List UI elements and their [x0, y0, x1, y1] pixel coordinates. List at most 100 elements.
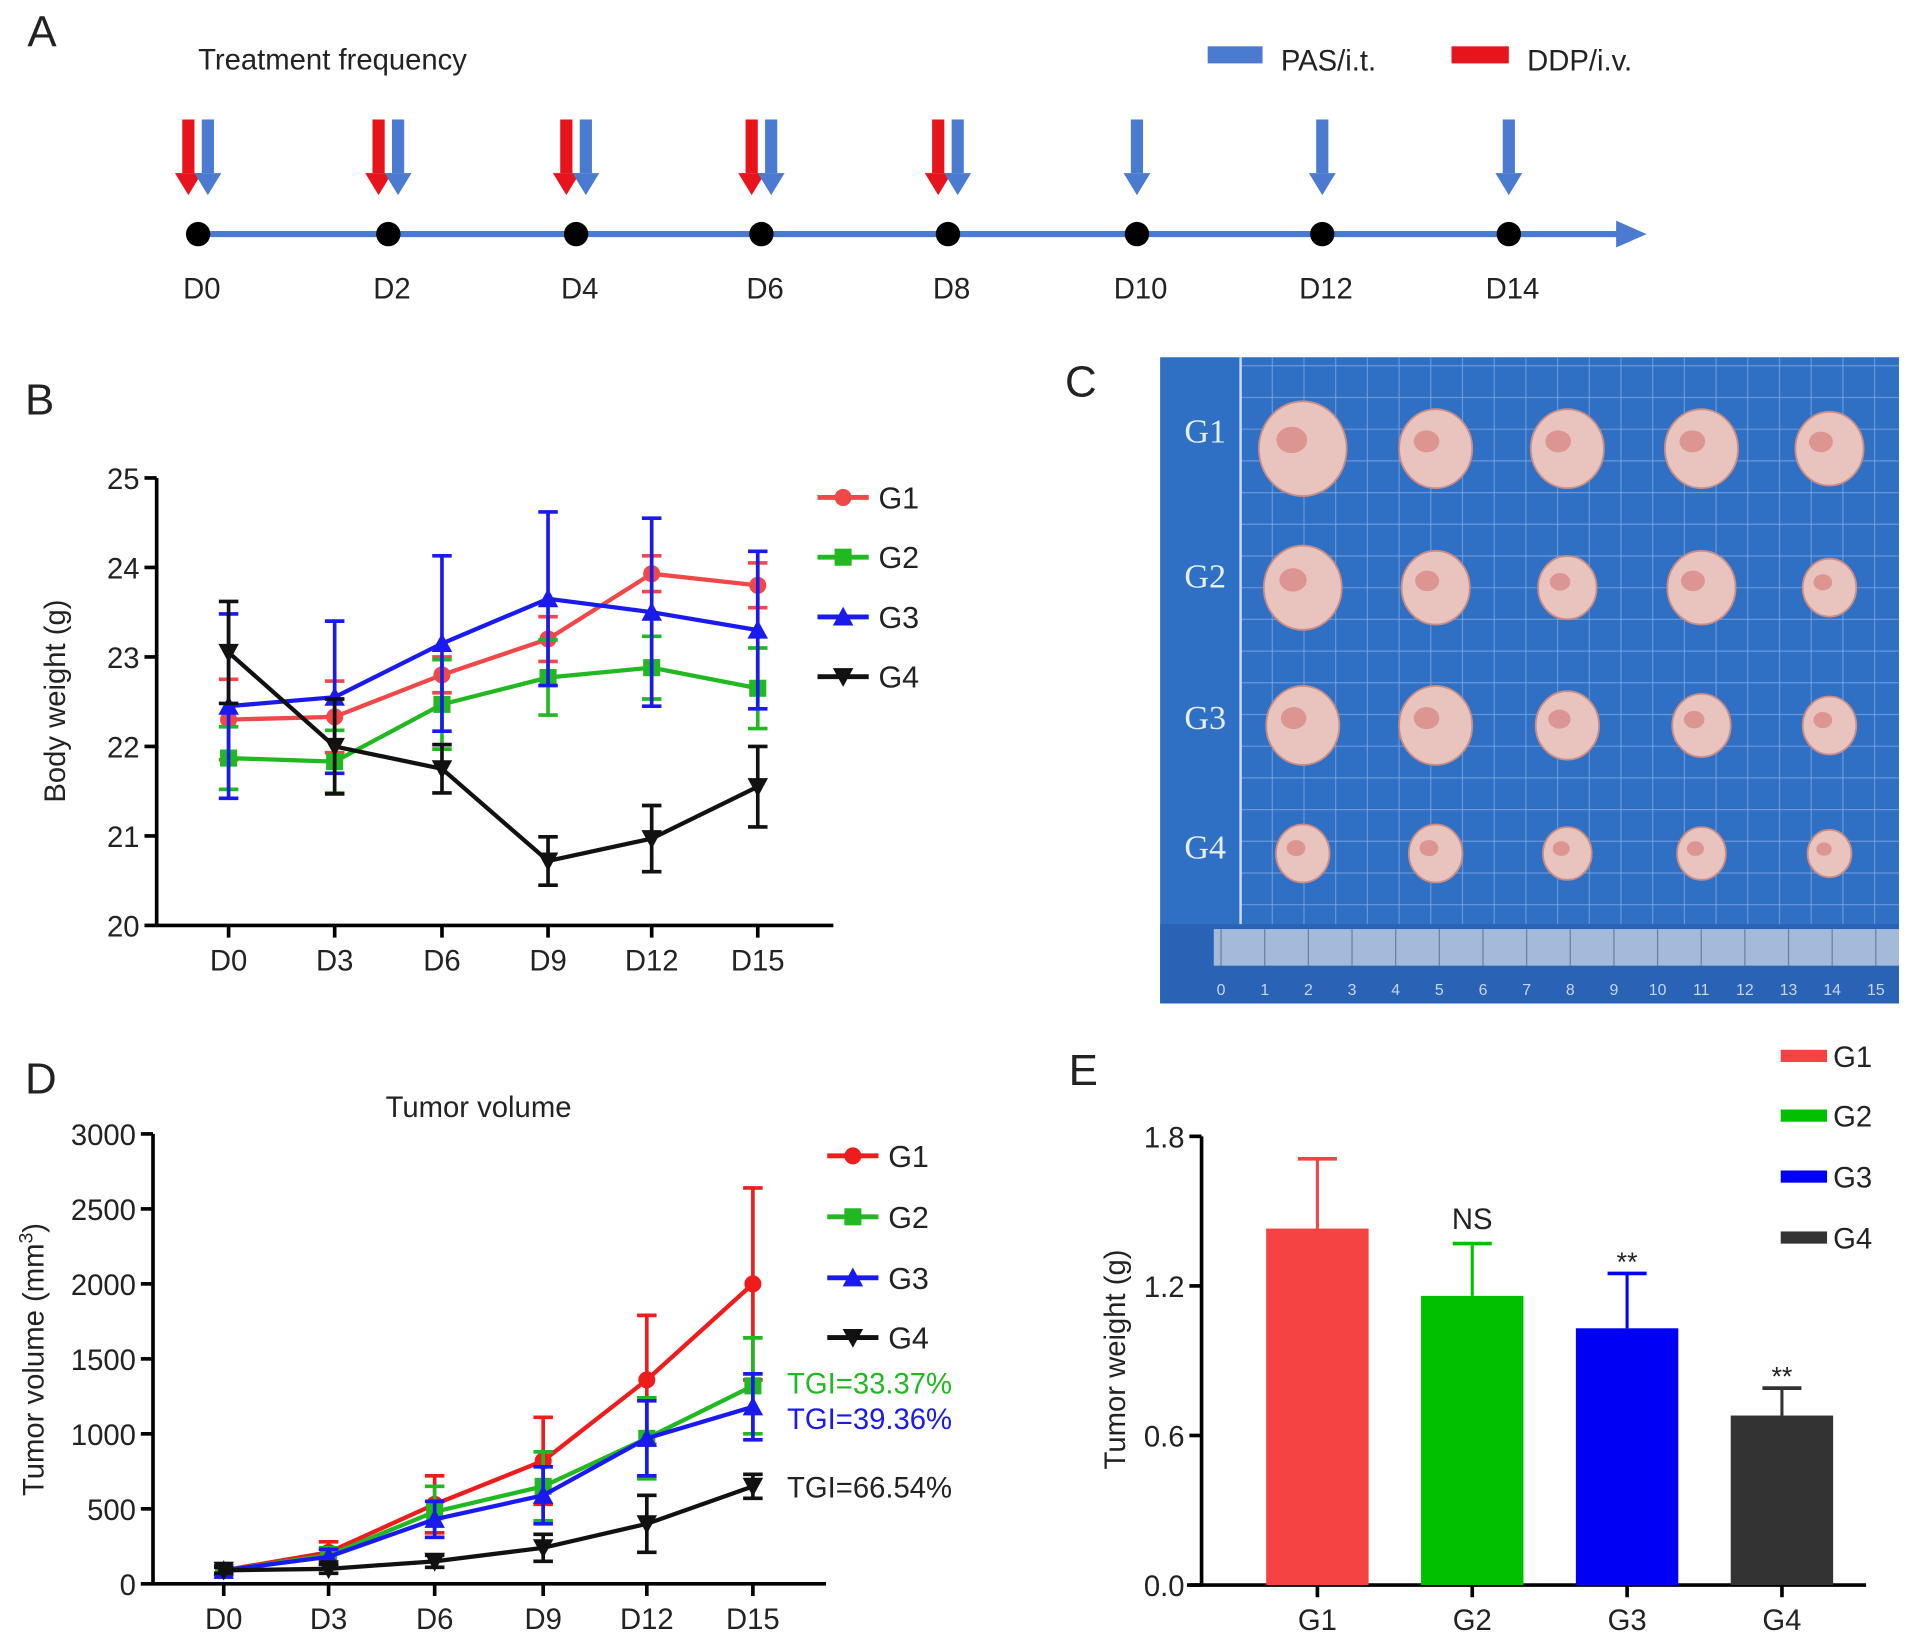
timeline-arrowhead [1616, 220, 1647, 248]
timeline-day-dot [1310, 221, 1335, 247]
significance-label: ** [1617, 1247, 1638, 1277]
triangle-down-marker [742, 1477, 764, 1497]
timeline-day-dot [935, 221, 961, 247]
circle-marker [844, 1147, 862, 1165]
tumor-vessel [1279, 568, 1307, 592]
ddp-arrow-icon-shaft [182, 119, 195, 174]
square-marker [844, 1208, 862, 1226]
x-tick-label: D9 [524, 1604, 561, 1636]
ddp-arrow-icon-shaft [372, 119, 385, 174]
ruler-label: 7 [1522, 982, 1531, 999]
panel-label-c: C [1065, 357, 1097, 406]
triangle-up-marker [742, 1396, 764, 1416]
legend-label: G1 [878, 481, 919, 515]
series-g3 [218, 510, 769, 801]
tumor-vessel [1680, 570, 1705, 592]
circle-marker [834, 488, 852, 506]
panel-label-a: A [27, 7, 57, 56]
x-tick-label: D0 [205, 1604, 242, 1636]
series-g3 [213, 1372, 764, 1579]
pas-arrow-icon-head [1123, 173, 1151, 196]
legend-label: G3 [888, 1262, 929, 1296]
pas-arrow-icon-shaft [765, 119, 778, 174]
series-line [228, 596, 759, 709]
series-line [228, 571, 758, 722]
x-tick-label: D15 [726, 1604, 780, 1636]
triangle-down-marker [424, 1552, 445, 1572]
ruler-label: 8 [1566, 982, 1575, 999]
ruler-label: 4 [1391, 982, 1400, 999]
pas-arrow-icon-shaft [201, 119, 214, 174]
pas-arrow-icon-shaft [1316, 119, 1329, 174]
triangle-up-marker [324, 686, 345, 706]
timeline-day-dot [563, 221, 589, 247]
timeline-day-label: D4 [561, 274, 598, 306]
x-tick-label: D15 [731, 946, 785, 978]
pas-arrow-icon-head [1495, 173, 1523, 196]
y-tick-label: 23 [107, 643, 140, 675]
triangle-down-marker [324, 737, 345, 757]
triangle-down-marker [537, 852, 559, 872]
tumor-vessel [1545, 430, 1572, 453]
series-line [227, 650, 759, 864]
legend-label: G1 [888, 1140, 929, 1174]
triangle-up-marker [218, 695, 239, 715]
ruler-label: 13 [1780, 982, 1798, 999]
ruler-label: 12 [1736, 982, 1754, 999]
series-g4 [213, 1472, 764, 1581]
timeline-day-label: D8 [933, 274, 970, 306]
series-g2 [213, 1336, 763, 1579]
ruler-label: 11 [1693, 982, 1710, 999]
ruler-label: 14 [1823, 982, 1841, 999]
y-tick-label: 1.2 [1144, 1272, 1185, 1304]
timeline-day-label: D2 [373, 274, 410, 306]
bar-g1 [1266, 1228, 1369, 1586]
legend-swatch [1780, 1109, 1828, 1122]
ddp-arrow-icon-shaft [932, 119, 945, 174]
triangle-up-marker [431, 633, 453, 653]
timeline-day-dot [749, 221, 774, 247]
tumor-vessel [1679, 430, 1706, 453]
y-tick-label: 1500 [71, 1345, 136, 1377]
y-tick-label: 2000 [71, 1270, 136, 1302]
panel-label-e: E [1069, 1046, 1098, 1095]
y-tick-label: 1.8 [1144, 1122, 1185, 1154]
triangle-down-marker [747, 778, 769, 797]
y-tick-label: 3000 [71, 1120, 136, 1152]
tumor-vessel [1280, 707, 1307, 730]
y-axis-label-end: ) [18, 1223, 50, 1233]
tgi-annotation: TGI=39.36% [787, 1404, 952, 1436]
y-tick-label: 22 [107, 732, 140, 764]
legend-label: G4 [888, 1322, 929, 1356]
legend-swatch-ddp [1451, 46, 1509, 64]
ruler-label: 6 [1479, 982, 1488, 999]
significance-label: ** [1772, 1362, 1793, 1392]
x-tick-label: D0 [210, 946, 247, 978]
bar-g2 [1421, 1295, 1524, 1586]
tumor-vessel [1813, 712, 1833, 729]
x-tick-label: G4 [1762, 1605, 1801, 1637]
triangle-down-marker [842, 1328, 864, 1348]
ddp-arrow-icon-head [738, 173, 766, 196]
tumor-vessel [1413, 430, 1440, 453]
series-line [223, 1282, 755, 1573]
ddp-arrow-icon-head [174, 173, 202, 196]
timeline-day-dot [376, 221, 401, 247]
tgi-annotation: TGI=66.54% [787, 1472, 952, 1504]
tumor-vessel [1813, 574, 1833, 591]
x-tick-label: G3 [1608, 1605, 1647, 1637]
tumor-vessel [1548, 709, 1571, 729]
ruler [1213, 929, 1899, 966]
tumor-vessel [1419, 840, 1439, 857]
legend-swatch [1780, 1049, 1828, 1062]
x-tick-label: D9 [529, 946, 566, 978]
timeline-day-label: D6 [746, 274, 783, 306]
tumor-vessel [1286, 840, 1306, 857]
ruler-label: 15 [1867, 982, 1885, 999]
tumor-vessel [1683, 710, 1705, 729]
triangle-down-marker [213, 1561, 234, 1581]
legend-swatch-pas [1207, 46, 1263, 64]
panel-b-body-weight-chart: B 20 21 22 23 24 25 D0 D3 D6 D9 D12 D15 G1 G2 G3 G4 Body… [25, 376, 919, 978]
x-tick-label: G1 [1298, 1605, 1337, 1637]
